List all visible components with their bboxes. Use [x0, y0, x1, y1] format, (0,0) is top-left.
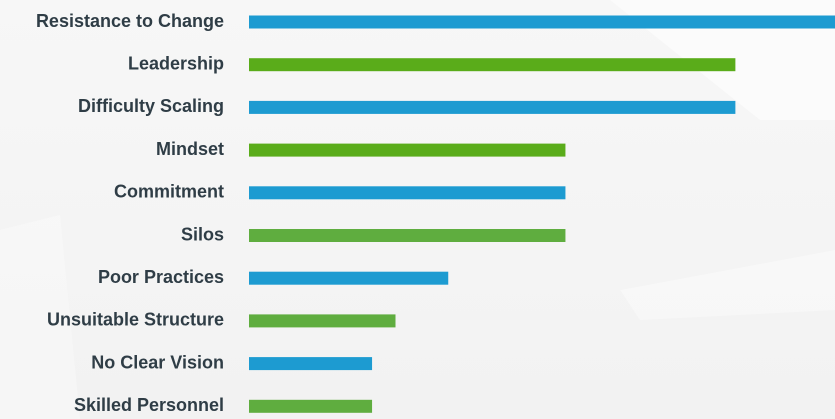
bar — [249, 143, 566, 157]
category-label: Difficulty Scaling — [78, 96, 224, 116]
bar — [249, 357, 373, 371]
bar — [249, 100, 736, 114]
category-label: Unsuitable Structure — [47, 310, 224, 330]
category-label: Resistance to Change — [36, 11, 224, 31]
category-label: Commitment — [114, 182, 224, 202]
bar — [249, 186, 566, 200]
bar — [249, 271, 449, 285]
bar — [249, 229, 566, 242]
bar — [249, 314, 396, 328]
category-label: Skilled Personnel — [74, 395, 224, 415]
category-label: No Clear Vision — [91, 352, 224, 372]
category-label: Mindset — [156, 139, 224, 159]
bar — [249, 58, 736, 72]
category-label: Leadership — [128, 53, 224, 73]
category-label: Poor Practices — [98, 267, 224, 287]
bar — [249, 399, 373, 413]
bar — [249, 15, 835, 29]
category-label: Silos — [181, 224, 224, 244]
